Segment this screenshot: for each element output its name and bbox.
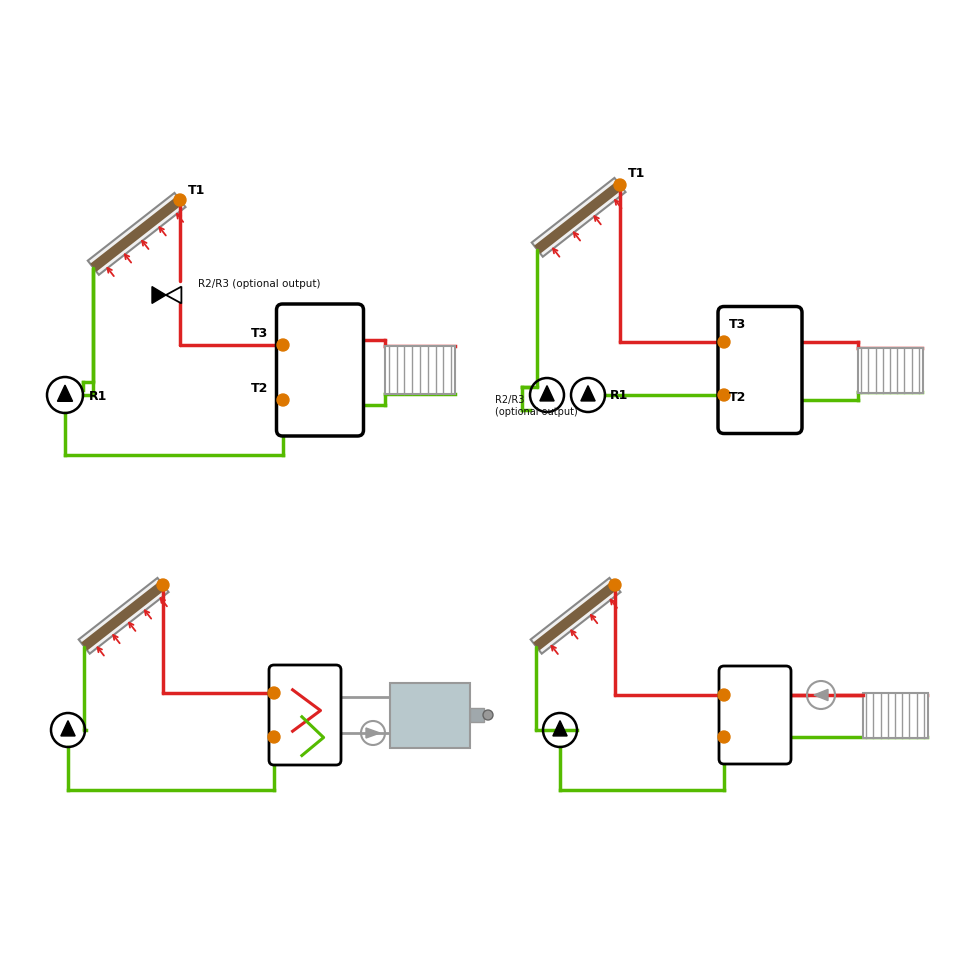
Polygon shape (814, 689, 828, 701)
FancyBboxPatch shape (276, 304, 364, 436)
Polygon shape (532, 178, 626, 256)
Polygon shape (152, 287, 166, 303)
Text: R1: R1 (89, 390, 108, 403)
Polygon shape (581, 386, 595, 401)
Circle shape (718, 731, 730, 743)
Text: R1: R1 (610, 389, 629, 402)
Text: T3: T3 (251, 327, 268, 340)
Polygon shape (540, 386, 554, 401)
FancyBboxPatch shape (719, 666, 791, 764)
Bar (862, 692, 927, 737)
Polygon shape (533, 581, 618, 651)
Text: T2: T2 (251, 382, 269, 395)
Text: R2/R3 (optional output): R2/R3 (optional output) (198, 279, 321, 289)
Polygon shape (553, 721, 567, 736)
Text: T2: T2 (729, 391, 746, 404)
FancyBboxPatch shape (269, 665, 341, 765)
FancyBboxPatch shape (718, 306, 802, 434)
Polygon shape (366, 728, 380, 738)
Circle shape (718, 389, 730, 401)
Circle shape (268, 687, 280, 699)
Circle shape (483, 710, 493, 720)
Bar (385, 346, 455, 394)
Circle shape (268, 731, 280, 743)
Polygon shape (87, 193, 185, 275)
Polygon shape (534, 181, 623, 253)
Circle shape (614, 179, 626, 191)
Text: R2/R3
(optional output): R2/R3 (optional output) (495, 396, 578, 417)
Bar (857, 348, 923, 393)
Circle shape (277, 339, 289, 351)
Circle shape (157, 579, 169, 591)
Text: T1: T1 (628, 167, 645, 180)
Circle shape (174, 194, 186, 206)
Circle shape (609, 579, 621, 591)
Circle shape (277, 394, 289, 406)
Polygon shape (81, 581, 166, 651)
Circle shape (718, 336, 730, 348)
Bar (390, 683, 470, 748)
Bar (470, 708, 484, 722)
Circle shape (718, 689, 730, 701)
Polygon shape (531, 578, 620, 654)
Text: T3: T3 (729, 318, 746, 331)
Polygon shape (60, 721, 75, 736)
Polygon shape (166, 287, 181, 303)
Polygon shape (58, 385, 73, 401)
Polygon shape (90, 196, 183, 272)
Polygon shape (79, 578, 169, 654)
Text: T1: T1 (188, 184, 205, 197)
